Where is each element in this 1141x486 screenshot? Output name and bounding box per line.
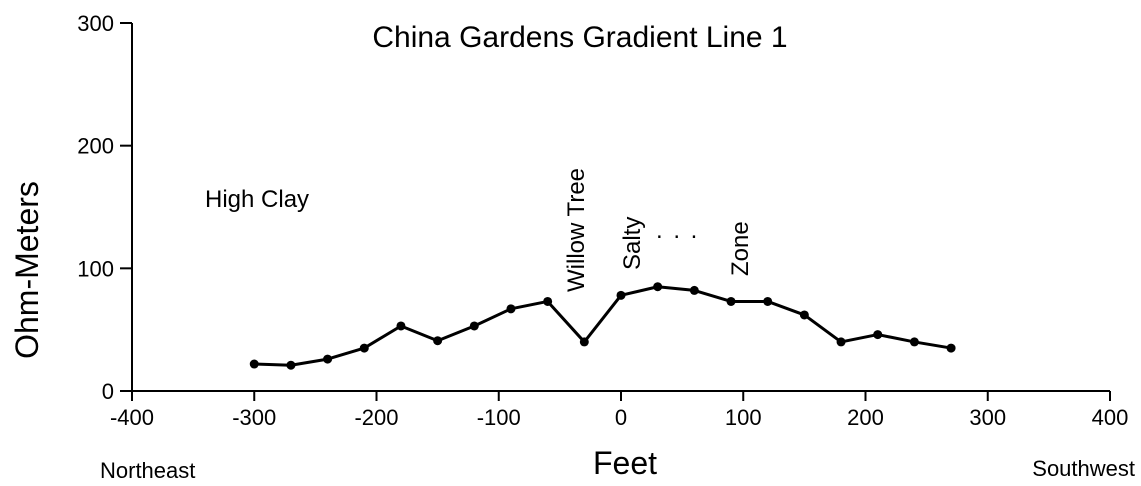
annotation-willow-tree: Willow Tree (563, 168, 590, 292)
data-point (249, 359, 259, 369)
data-point (469, 321, 479, 331)
data-point (579, 337, 589, 347)
y-tick-label: 300 (77, 11, 114, 36)
annotation-high-clay: High Clay (205, 186, 309, 213)
data-point (909, 337, 919, 347)
y-tick-label: 0 (102, 379, 114, 404)
data-point (836, 337, 846, 347)
y-tick-label: 200 (77, 134, 114, 159)
direction-label-right: Southwest (1032, 456, 1135, 481)
y-tick-label: 100 (77, 256, 114, 281)
data-point (763, 296, 773, 306)
data-point (799, 310, 809, 320)
x-tick-label: -400 (110, 405, 154, 430)
data-point (873, 330, 883, 340)
x-tick-label: -300 (232, 405, 276, 430)
data-point (359, 343, 369, 353)
annotation-zone: Zone (727, 221, 754, 276)
x-tick-label: 300 (969, 405, 1006, 430)
data-point (726, 296, 736, 306)
x-tick-label: -200 (354, 405, 398, 430)
data-point (396, 321, 406, 331)
data-point (689, 285, 699, 295)
chart-title: China Gardens Gradient Line 1 (372, 21, 787, 54)
x-tick-label: 400 (1092, 405, 1129, 430)
direction-label-left: Northeast (100, 458, 195, 483)
x-tick-label: 200 (847, 405, 884, 430)
plot-area (249, 282, 956, 370)
data-point (543, 296, 553, 306)
annotation-salty: Salty (619, 217, 646, 270)
data-point (946, 343, 956, 353)
data-point (286, 360, 296, 370)
data-point (506, 304, 516, 314)
x-tick-label: 0 (615, 405, 627, 430)
series-line (254, 285, 952, 367)
annotation-ellipsis: . . . (656, 217, 699, 244)
x-tick-label: -100 (477, 405, 521, 430)
x-tick-label: 100 (725, 405, 762, 430)
y-axis-title: Ohm-Meters (9, 181, 45, 359)
x-axis-title: Feet (593, 445, 657, 481)
data-point (433, 336, 443, 346)
data-point (323, 354, 333, 364)
axes: -400 -300 -200 -100 0 100 200 300 400 0 100 200 300 (77, 11, 1128, 430)
data-point (616, 290, 626, 300)
data-point (653, 282, 663, 292)
